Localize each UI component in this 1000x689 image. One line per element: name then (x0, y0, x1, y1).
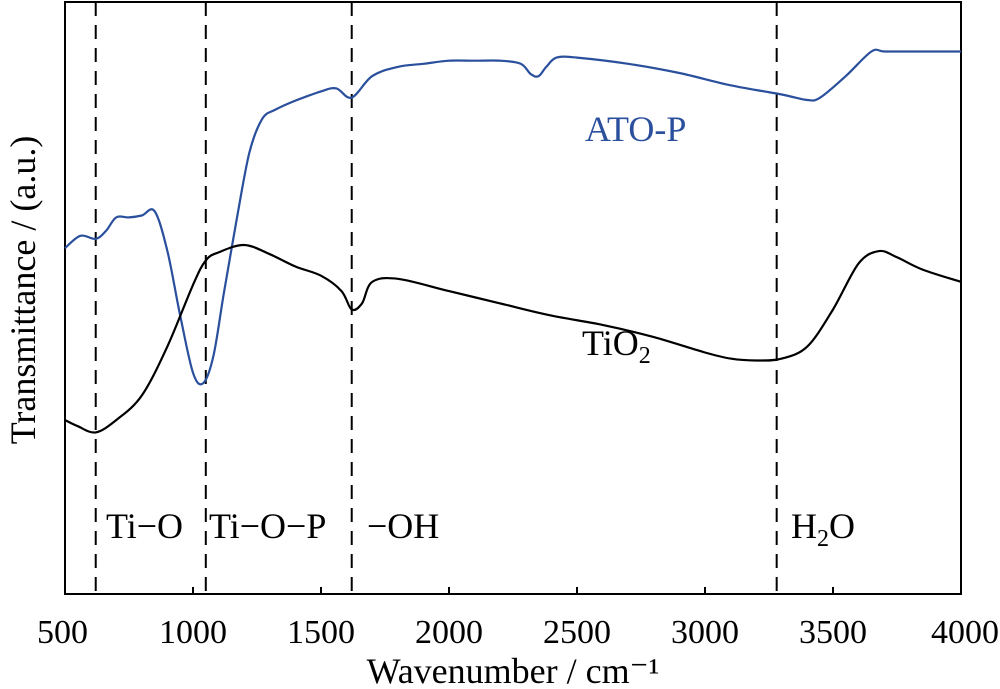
reference-lines (94, 2, 778, 594)
x-tick-label: 3500 (799, 614, 867, 651)
annotation-ti-o: Ti−O (106, 506, 183, 546)
x-tick-label: 2000 (415, 614, 483, 651)
x-tick-label: 1500 (287, 614, 355, 651)
x-tick-label: 500 (37, 614, 88, 651)
x-tick-label: 3000 (671, 614, 739, 651)
annotation-h2o: H2O (791, 506, 855, 552)
series-label-tio2: TiO2 (582, 323, 651, 369)
series-label-ato-p: ATO-P (585, 109, 686, 149)
x-tick-label: 2500 (543, 614, 611, 651)
x-tick-label: 4000 (931, 614, 999, 651)
series-line-ato-p (64, 48, 961, 386)
y-axis-label: Transmittance / (a.u.) (3, 136, 43, 445)
plot-frame (64, 1, 962, 595)
series-lines (64, 48, 962, 434)
series-line-tio2 (64, 243, 962, 434)
annotation-oh: −OH (367, 506, 439, 546)
annotation-ti-o-p: Ti−O−P (209, 506, 326, 546)
x-tick-label: 1000 (159, 614, 227, 651)
x-axis-ticks: 500 1000 1500 2000 2500 3000 3500 4000 (37, 587, 999, 651)
x-axis-label: Wavenumber / cm⁻¹ (367, 651, 660, 689)
